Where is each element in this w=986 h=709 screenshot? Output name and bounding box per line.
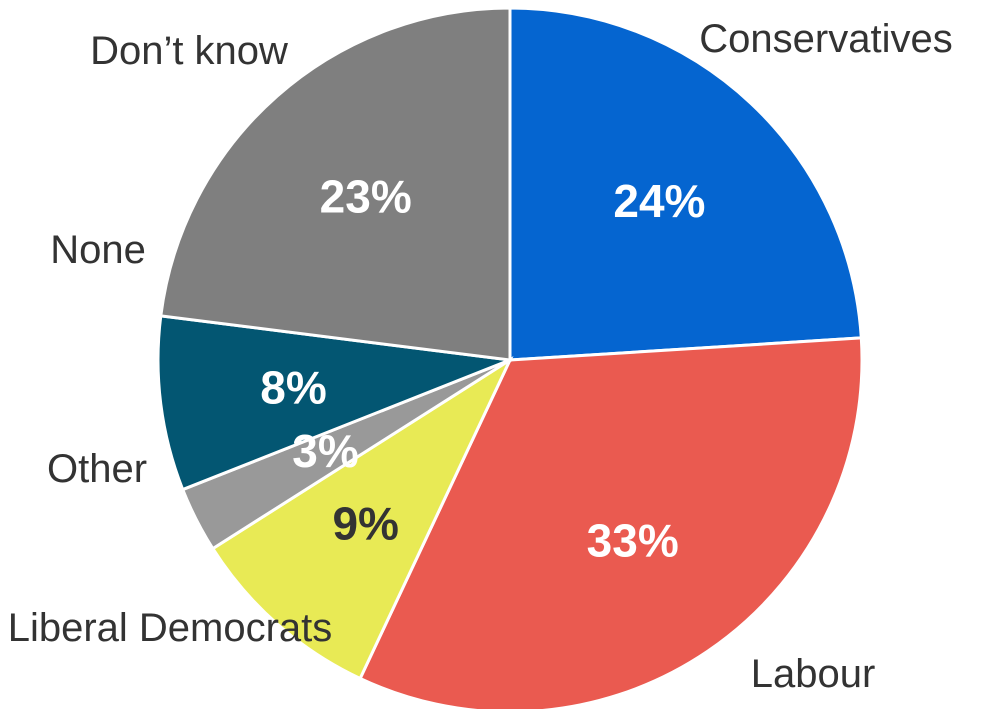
- pie-slice-liberal-democrats: [210, 355, 514, 681]
- value-label-don-t-know: 23%: [320, 170, 412, 222]
- pie-slice-don-t-know: [159, 6, 512, 362]
- category-label-conservatives: Conservatives: [699, 17, 952, 61]
- slices-layer: [156, 6, 864, 709]
- category-label-liberal-democrats: Liberal Democrats: [8, 606, 333, 650]
- value-label-labour: 33%: [587, 515, 679, 567]
- category-label-other: Other: [47, 447, 147, 491]
- category-label-dont-know: Don’t know: [90, 29, 288, 73]
- value-label-liberal-democrats: 9%: [332, 498, 398, 550]
- category-label-labour: Labour: [751, 652, 876, 696]
- value-label-conservatives: 24%: [613, 175, 705, 227]
- value-label-none: 8%: [260, 361, 326, 413]
- category-labels-layer: Conservatives Labour Liberal Democrats O…: [8, 17, 953, 696]
- pie-slice-none: [156, 314, 511, 492]
- pie-slice-conservatives: [508, 6, 863, 362]
- value-labels-layer: 24% 33% 9% 3% 8% 23%: [260, 170, 705, 566]
- value-label-other: 3%: [292, 425, 358, 477]
- pie-slice-labour: [358, 336, 864, 709]
- category-label-none: None: [50, 228, 146, 272]
